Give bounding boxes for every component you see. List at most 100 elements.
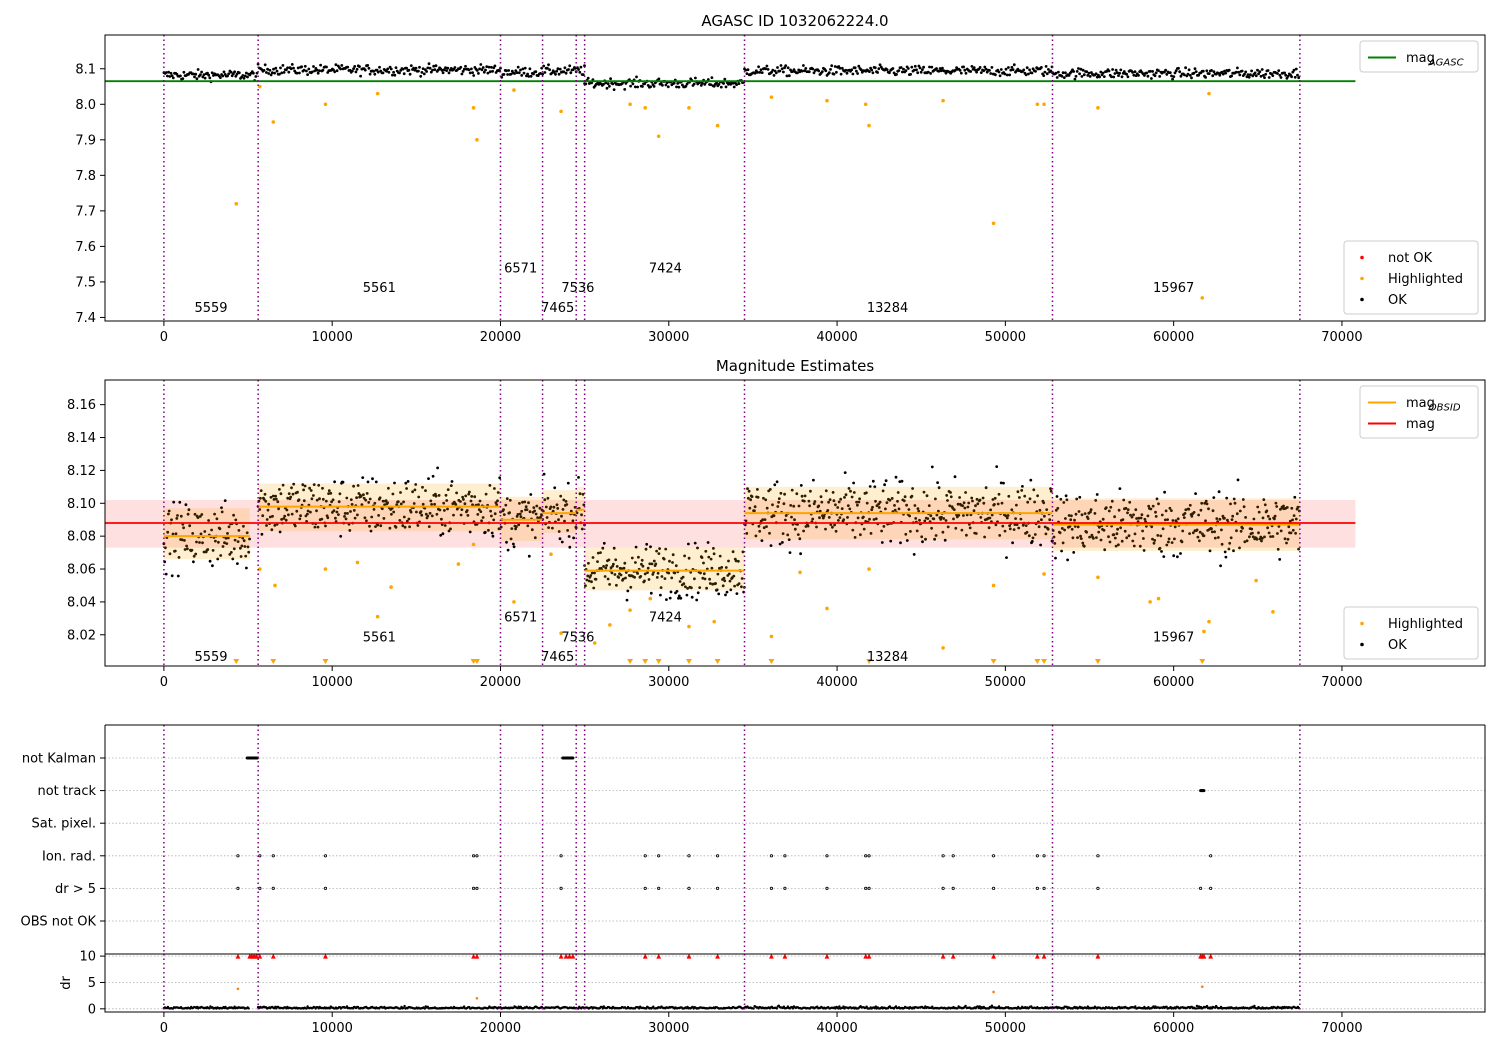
ok-point — [544, 505, 548, 509]
ok-point — [850, 68, 854, 72]
ok-point — [715, 81, 718, 85]
ok-point — [272, 498, 276, 501]
ok-point — [838, 66, 842, 70]
x-tick-label: 20000 — [480, 330, 521, 345]
flag-row-label: not track — [37, 784, 96, 799]
dr-point — [247, 1007, 250, 1010]
ok-point — [807, 70, 811, 74]
ok-point — [352, 67, 355, 70]
highlighted-point — [628, 102, 632, 107]
ok-point — [427, 525, 431, 528]
legend-dot-swatch — [1360, 642, 1364, 647]
ok-point — [281, 64, 285, 67]
ok-point — [636, 572, 639, 575]
ok-point — [1010, 65, 1014, 69]
ok-point — [1184, 66, 1187, 70]
ok-point — [601, 546, 605, 550]
ok-point — [706, 541, 710, 544]
ok-point — [224, 536, 228, 540]
ok-point — [566, 481, 570, 485]
ok-point — [557, 72, 561, 76]
ok-point — [787, 74, 791, 78]
ok-point — [498, 476, 502, 480]
ok-point — [671, 553, 675, 557]
ok-point — [719, 85, 723, 89]
ok-point — [198, 541, 201, 544]
ok-point — [575, 511, 579, 515]
ok-point — [181, 77, 185, 80]
ok-point — [525, 508, 529, 511]
ok-point — [562, 70, 566, 74]
ok-point — [378, 496, 382, 500]
ok-point — [562, 498, 566, 502]
ok-point — [229, 70, 233, 74]
ok-point — [1047, 68, 1050, 71]
ok-point — [278, 488, 281, 491]
ok-point — [921, 540, 924, 544]
legend-label: not OK — [1388, 251, 1433, 266]
ok-point — [227, 525, 231, 529]
ok-point — [242, 539, 246, 543]
ok-point — [438, 508, 442, 512]
ok-point — [208, 76, 212, 80]
ok-point — [394, 525, 398, 529]
highlighted-point — [715, 123, 720, 128]
ok-point — [376, 70, 380, 74]
ok-point — [928, 65, 931, 69]
x-tick-label: 20000 — [480, 675, 521, 690]
ok-point — [988, 69, 991, 72]
ok-point — [696, 546, 699, 550]
ok-point — [300, 65, 304, 69]
ok-point — [526, 524, 530, 528]
ok-point — [364, 498, 368, 502]
clipped-low-marker — [1041, 659, 1048, 664]
ok-point — [964, 71, 968, 75]
ok-point — [649, 85, 652, 89]
ok-point — [812, 71, 816, 75]
ok-point — [756, 71, 759, 74]
ok-point — [194, 72, 198, 76]
ok-point — [1125, 72, 1129, 76]
ok-point — [1173, 71, 1177, 75]
ok-point — [1118, 71, 1121, 75]
ok-point — [351, 69, 354, 73]
x-tick-label: 10000 — [312, 1021, 353, 1036]
legend-subscript: OBSID — [1429, 403, 1461, 414]
ok-point — [317, 483, 321, 487]
ok-point — [1008, 73, 1011, 77]
ok-point — [362, 493, 365, 497]
ok-point — [333, 480, 336, 484]
ok-point — [286, 496, 290, 500]
ok-point — [490, 65, 493, 69]
ok-point — [1244, 70, 1248, 74]
ok-point — [339, 534, 343, 538]
ok-point — [1040, 66, 1043, 69]
ok-point — [214, 539, 217, 543]
ok-point — [182, 526, 186, 530]
ok-point — [776, 66, 779, 69]
ok-point — [572, 536, 575, 540]
ok-point — [571, 68, 575, 71]
ok-point — [1240, 69, 1244, 73]
ok-point — [505, 497, 509, 500]
ok-point — [1111, 68, 1114, 71]
ok-point — [532, 506, 536, 509]
ok-point — [1259, 74, 1263, 78]
ok-point — [804, 67, 808, 70]
ok-point — [1087, 71, 1091, 75]
ok-point — [1005, 73, 1009, 77]
ok-point — [679, 596, 683, 600]
ok-point — [381, 71, 385, 75]
ok-point — [543, 71, 547, 74]
ok-point — [909, 72, 912, 76]
ok-point — [778, 542, 782, 546]
ok-point — [587, 579, 591, 583]
obsid-label: 7536 — [561, 630, 594, 645]
ok-point — [276, 500, 280, 504]
ok-point — [316, 71, 320, 75]
ok-point — [1088, 75, 1092, 78]
ok-point — [635, 75, 638, 79]
ok-point — [320, 517, 324, 521]
ok-point — [969, 70, 973, 73]
ok-point — [668, 596, 672, 600]
